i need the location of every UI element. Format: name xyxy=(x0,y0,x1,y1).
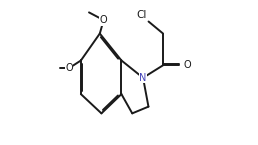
Text: Cl: Cl xyxy=(136,10,147,20)
Text: O: O xyxy=(100,15,107,25)
Text: N: N xyxy=(139,73,147,83)
Text: O: O xyxy=(184,60,191,70)
Text: O: O xyxy=(65,63,73,73)
